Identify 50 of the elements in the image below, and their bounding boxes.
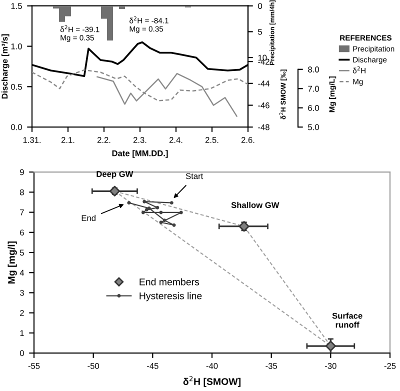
legend-label: End members (140, 278, 200, 286)
y2-tick-label: -46 (258, 102, 270, 108)
x-tick-label: 2.3. (133, 137, 146, 143)
y-tick-label: 0.0 (11, 124, 22, 130)
x-tick-label: -45 (147, 363, 158, 369)
legend-label: Hysteresis line (140, 292, 202, 302)
x-tick-label: -55 (28, 363, 40, 369)
y-tick-label: 1.5 (11, 3, 22, 9)
y-tick-label: 1.0 (11, 43, 22, 50)
y-tick-label: 5 (258, 28, 262, 35)
y-tick-label: 5 (20, 250, 24, 256)
y-tick-label: 10 (258, 54, 267, 61)
y-tick-label: 3 (20, 290, 24, 296)
x-tick-label: -40 (206, 363, 218, 369)
x-axis-title: Date [MM.DD.] (112, 150, 168, 158)
y-tick-label: 2 (20, 310, 24, 316)
y-tick-label: 9 (20, 169, 24, 176)
x-axis-title: δ$^{2}$H [SMOW] (183, 376, 240, 387)
y-tick-label: 7 (20, 210, 24, 216)
annotation: Shallow GW (231, 202, 280, 208)
x-tick-label: 2.2. (97, 137, 110, 143)
annotation: Surface runoff (332, 312, 362, 328)
x-tick-label: 1.31. (23, 137, 41, 143)
y-axis-title: Discharge [m³/s] (2, 34, 10, 99)
annotation: Start (186, 173, 204, 180)
x-tick-label: 2.4. (169, 137, 182, 143)
y-tick-label: 0.5 (11, 84, 22, 90)
x-tick-label: 2.6. (241, 137, 254, 143)
y-tick-label: 8 (20, 189, 24, 196)
y-tick-label: 4 (20, 270, 24, 276)
x-tick-label: -25 (384, 363, 396, 369)
y3-tick-label: 8.0 (308, 66, 319, 72)
annotation: End (82, 214, 96, 222)
y-tick-label: 0 (258, 3, 262, 9)
x-tick-label: -30 (325, 363, 336, 369)
x-tick-label: 2.1. (61, 137, 74, 143)
y-tick-label: 6 (20, 230, 24, 236)
y3-tick-label: 7.0 (308, 86, 319, 92)
y3-tick-label: 6.0 (308, 105, 319, 111)
y2-tick-label: -44 (258, 80, 270, 86)
y2-tick-label: -42 (258, 58, 270, 65)
y2-tick-label: -48 (258, 124, 270, 130)
x-tick-label: -50 (88, 363, 100, 369)
x-tick-label: 2.5. (205, 137, 218, 143)
y-axis-title: Mg [mg/l] (8, 242, 17, 284)
x-tick-label: -35 (266, 363, 278, 369)
y-tick-label: 0 (20, 350, 24, 356)
y-tick-label: 1 (20, 330, 24, 336)
y3-tick-label: 5.0 (308, 124, 319, 130)
annotation: Deep GW (96, 171, 134, 179)
